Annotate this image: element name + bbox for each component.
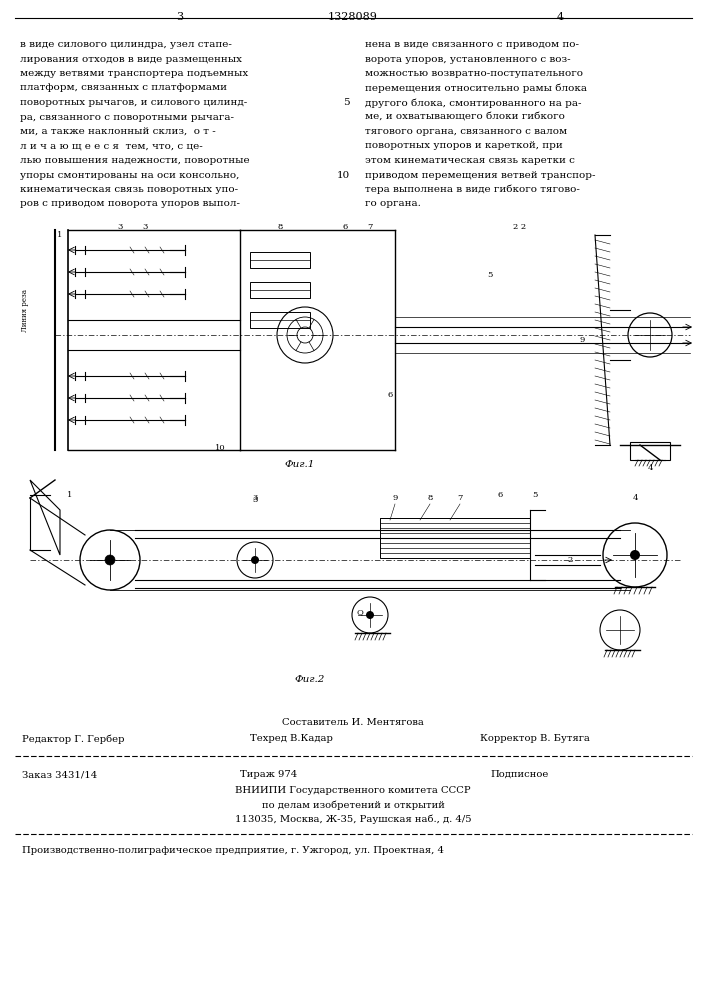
Text: в виде силового цилиндра, узел стапе-: в виде силового цилиндра, узел стапе-	[20, 40, 232, 49]
Text: Тираж 974: Тираж 974	[240, 770, 297, 779]
Text: 10: 10	[337, 170, 350, 180]
Bar	[630, 442, 670, 460]
Text: 3: 3	[142, 223, 148, 231]
Text: ворота упоров, установленного с воз-: ворота упоров, установленного с воз-	[365, 54, 571, 64]
Text: 6: 6	[387, 391, 392, 399]
Text: 3: 3	[252, 496, 257, 504]
Text: Фиг.1: Фиг.1	[285, 460, 315, 469]
Text: поворотных упоров и кареткой, при: поворотных упоров и кареткой, при	[365, 141, 563, 150]
Text: лью повышения надежности, поворотные: лью повышения надежности, поворотные	[20, 156, 250, 165]
Text: 113035, Москва, Ж-35, Раушская наб., д. 4/5: 113035, Москва, Ж-35, Раушская наб., д. …	[235, 814, 472, 824]
Text: ВНИИПИ Государственного комитета СССР: ВНИИПИ Государственного комитета СССР	[235, 786, 471, 795]
Bar	[250, 312, 310, 328]
Text: Линия реза: Линия реза	[21, 288, 29, 332]
Text: Производственно-полиграфическое предприятие, г. Ужгород, ул. Проектная, 4: Производственно-полиграфическое предприя…	[22, 846, 444, 855]
Text: поворотных рычагов, и силового цилинд-: поворотных рычагов, и силового цилинд-	[20, 98, 247, 107]
Text: Фиг.2: Фиг.2	[295, 675, 325, 684]
Text: этом кинематическая связь каретки с: этом кинематическая связь каретки с	[365, 156, 575, 165]
Text: 2 2: 2 2	[513, 223, 527, 231]
Bar	[250, 282, 310, 298]
Text: перемещения относительно рамы блока: перемещения относительно рамы блока	[365, 84, 587, 93]
Text: 7: 7	[368, 223, 373, 231]
Text: приводом перемещения ветвей транспор-: приводом перемещения ветвей транспор-	[365, 170, 595, 180]
Text: 3: 3	[117, 223, 123, 231]
Text: 6: 6	[498, 491, 503, 499]
Circle shape	[630, 550, 640, 560]
Text: 4: 4	[556, 12, 563, 22]
Text: ме, и охватывающего блоки гибкого: ме, и охватывающего блоки гибкого	[365, 112, 565, 121]
Text: ми, а также наклонный склиз,  о т -: ми, а также наклонный склиз, о т -	[20, 127, 216, 136]
Text: 1: 1	[57, 231, 63, 239]
Circle shape	[251, 556, 259, 564]
Text: Техред В.Кадар: Техред В.Кадар	[250, 734, 333, 743]
Text: Корректор В. Бутяга: Корректор В. Бутяга	[480, 734, 590, 743]
Text: 3: 3	[252, 494, 257, 502]
Text: 5: 5	[344, 98, 350, 107]
Text: между ветвями транспортера подъемных: между ветвями транспортера подъемных	[20, 69, 248, 78]
Text: тягового органа, связанного с валом: тягового органа, связанного с валом	[365, 127, 567, 136]
Text: кинематическая связь поворотных упо-: кинематическая связь поворотных упо-	[20, 185, 238, 194]
Text: нена в виде связанного с приводом по-: нена в виде связанного с приводом по-	[365, 40, 579, 49]
Text: можностью возвратно-поступательного: можностью возвратно-поступательного	[365, 69, 583, 78]
Text: Подписное: Подписное	[490, 770, 549, 779]
Text: лирования отходов в виде размещенных: лирования отходов в виде размещенных	[20, 54, 242, 64]
Text: 1: 1	[67, 491, 73, 499]
Text: 7: 7	[457, 494, 462, 502]
Text: 4: 4	[647, 464, 653, 472]
Bar	[250, 252, 310, 268]
Text: Составитель И. Ментягова: Составитель И. Ментягова	[282, 718, 424, 727]
Text: 8: 8	[427, 494, 433, 502]
Bar	[380, 518, 530, 558]
Text: го органа.: го органа.	[365, 200, 421, 209]
Text: ров с приводом поворота упоров выпол-: ров с приводом поворота упоров выпол-	[20, 200, 240, 209]
Circle shape	[366, 611, 374, 619]
Text: 6: 6	[342, 223, 348, 231]
Text: 9: 9	[392, 494, 397, 502]
Text: 5: 5	[487, 271, 493, 279]
Text: упоры смонтированы на оси консольно,: упоры смонтированы на оси консольно,	[20, 170, 240, 180]
Text: 4: 4	[632, 494, 638, 502]
Text: другого блока, смонтированного на ра-: другого блока, смонтированного на ра-	[365, 98, 581, 107]
Circle shape	[105, 555, 115, 565]
Text: ра, связанного с поворотными рычага-: ра, связанного с поворотными рычага-	[20, 112, 234, 121]
Text: Заказ 3431/14: Заказ 3431/14	[22, 770, 98, 779]
Text: 3: 3	[177, 12, 184, 22]
Text: тера выполнена в виде гибкого тягово-: тера выполнена в виде гибкого тягово-	[365, 185, 580, 194]
Text: 10: 10	[215, 444, 226, 452]
Text: л и ч а ю щ е е с я  тем, что, с це-: л и ч а ю щ е е с я тем, что, с це-	[20, 141, 203, 150]
Text: платформ, связанных с платформами: платформ, связанных с платформами	[20, 84, 227, 93]
Text: по делам изобретений и открытий: по делам изобретений и открытий	[262, 800, 445, 810]
Text: 2: 2	[568, 556, 573, 564]
Text: Q: Q	[356, 608, 363, 616]
Text: 8: 8	[277, 223, 283, 231]
Text: Редактор Г. Гербер: Редактор Г. Гербер	[22, 734, 124, 744]
Text: 1328089: 1328089	[328, 12, 378, 22]
Text: 9: 9	[580, 336, 585, 344]
Text: 5: 5	[532, 491, 538, 499]
